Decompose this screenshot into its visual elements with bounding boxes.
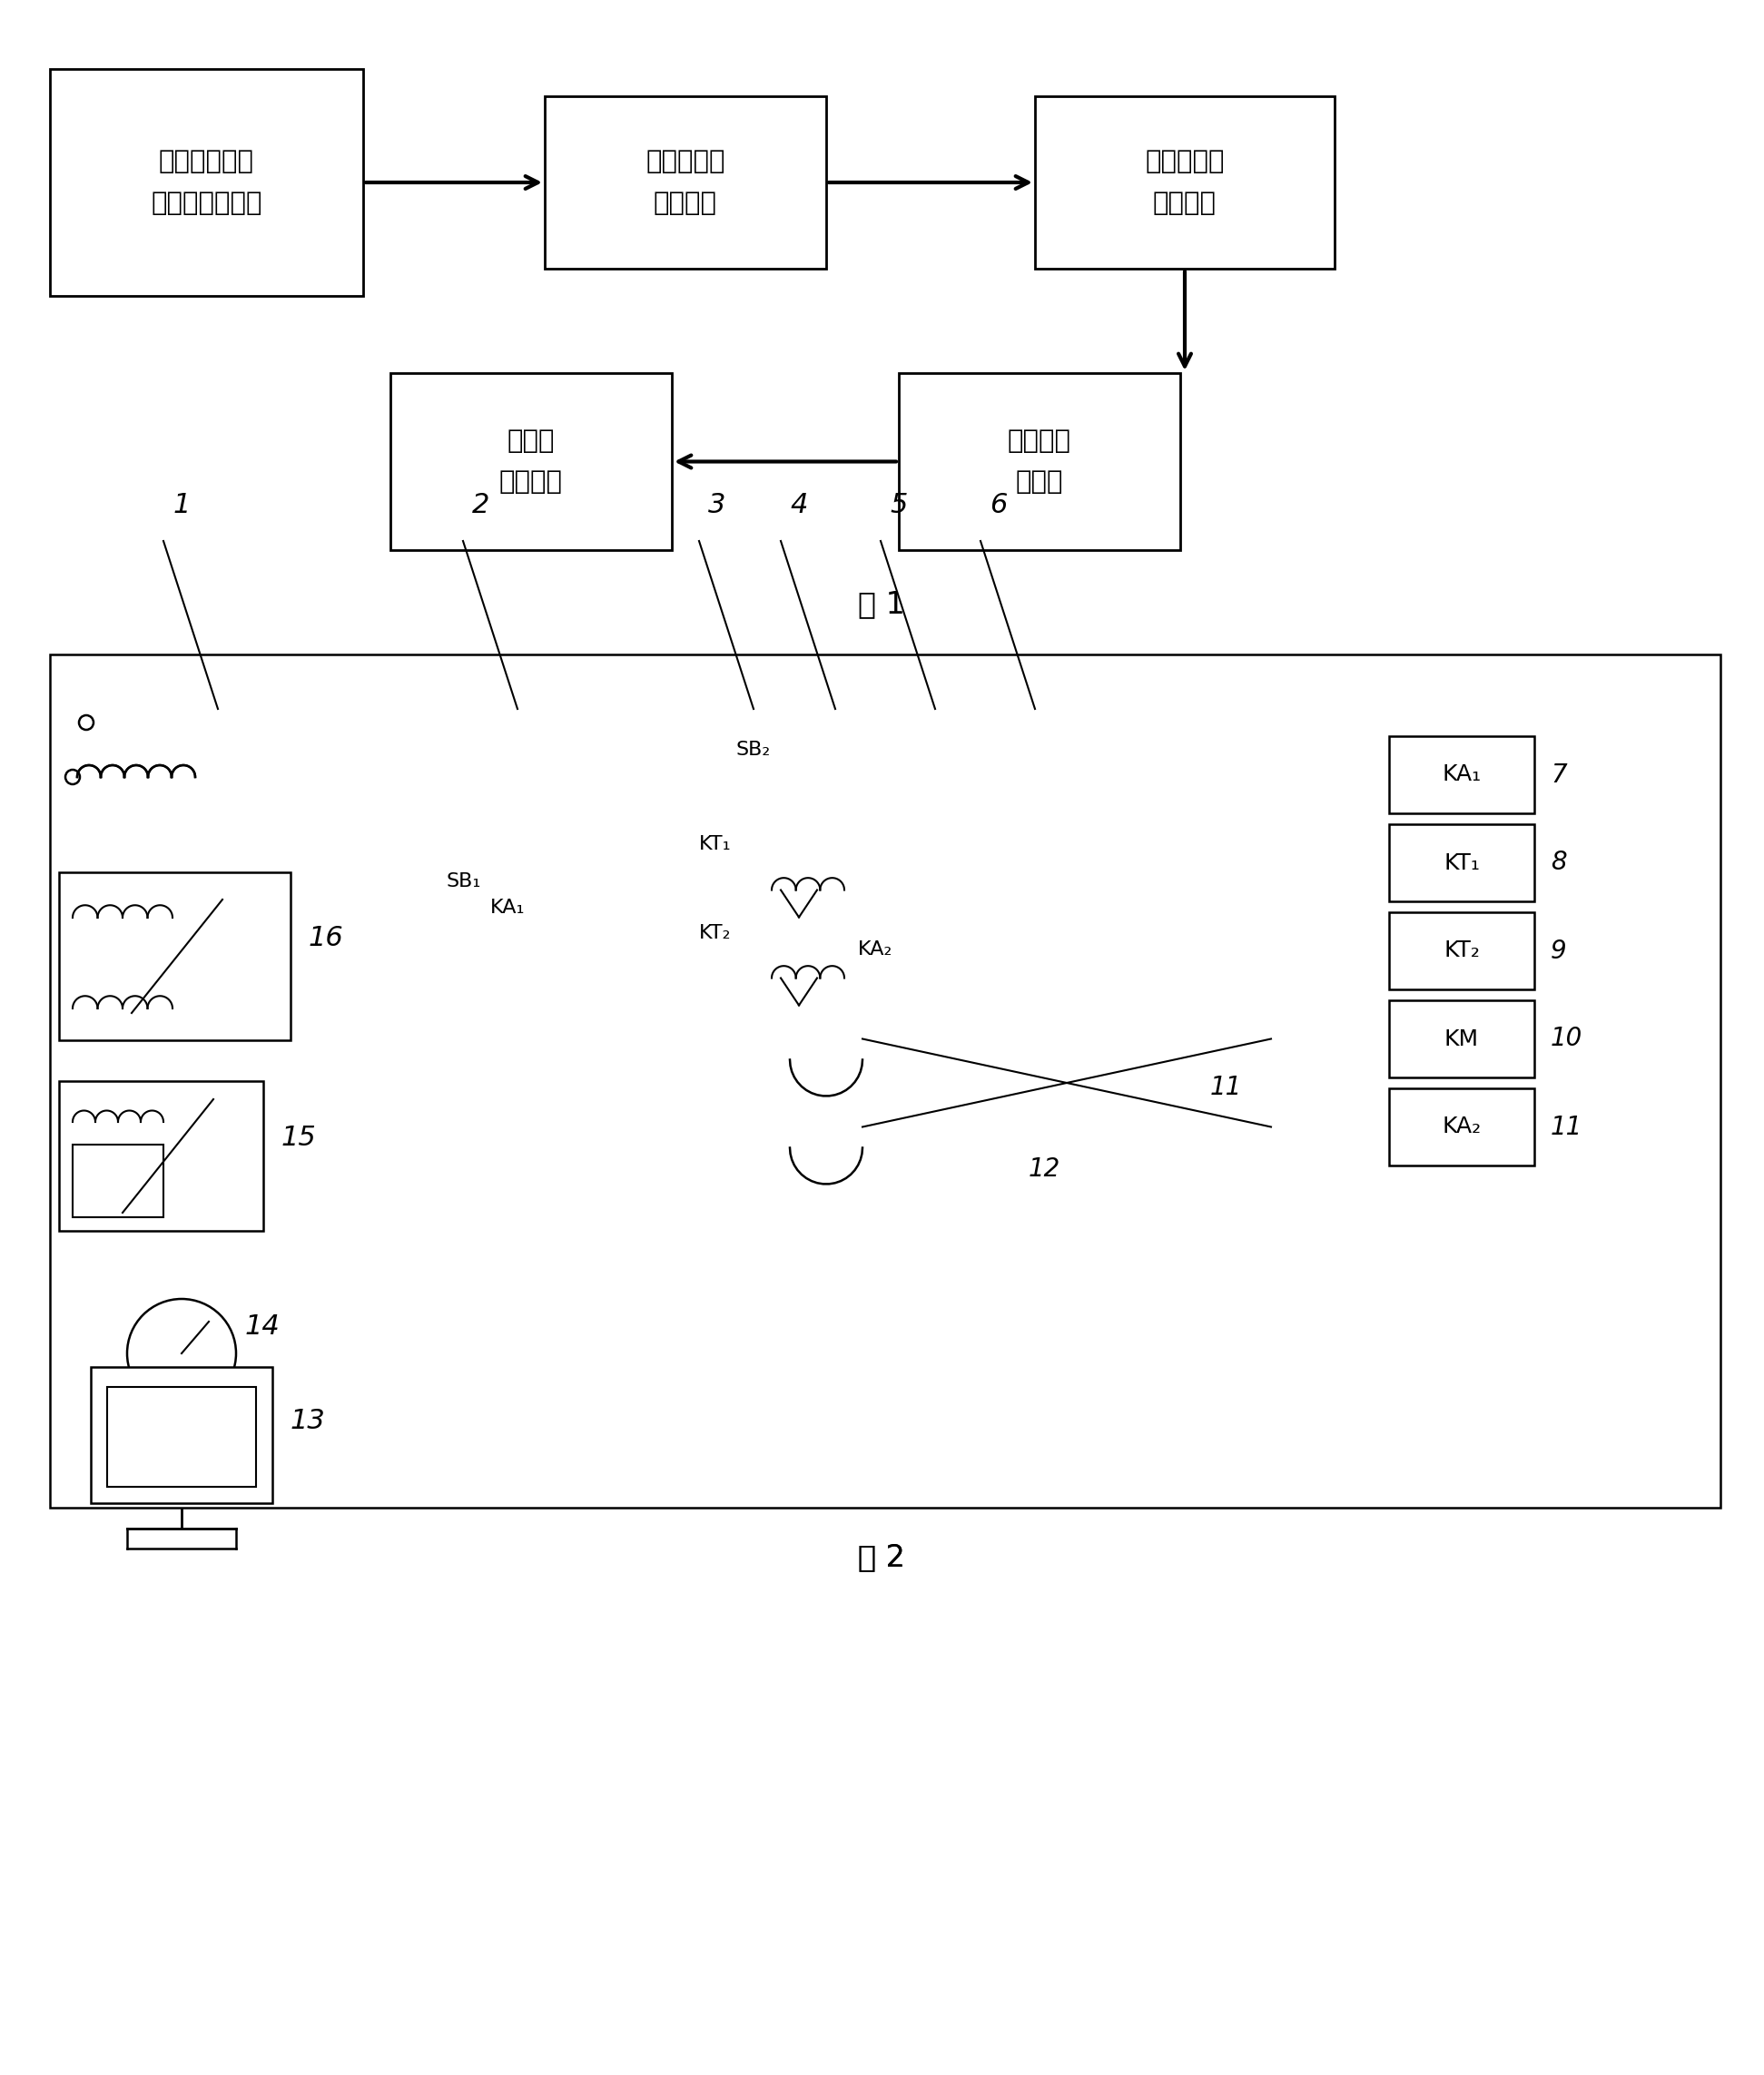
Text: KT₂: KT₂ [699,923,732,942]
Text: 10: 10 [1551,1027,1582,1052]
Text: 8: 8 [1551,851,1566,876]
Text: KM: KM [1445,1027,1478,1050]
Text: KA₂: KA₂ [857,940,893,959]
Text: 图 1: 图 1 [857,589,905,620]
Bar [108,1386,256,1488]
Text: 13: 13 [291,1409,326,1434]
Bar [545,95,826,268]
Text: KA₁: KA₁ [1443,764,1482,786]
Bar [49,654,1720,1509]
Text: 图 2: 图 2 [857,1542,905,1573]
Bar [900,373,1180,550]
Text: 感应调压器
一级调压: 感应调压器 一级调压 [646,149,725,216]
Text: 9: 9 [1551,938,1566,963]
Text: 1: 1 [173,492,191,519]
Text: SB₁: SB₁ [446,872,482,890]
Text: 计算机
采集数据: 计算机 采集数据 [499,427,563,496]
Bar [58,872,291,1040]
Bar [1035,95,1335,268]
Bar [72,1145,164,1218]
Text: 2: 2 [473,492,490,519]
Bar [49,68,363,297]
Bar [58,1081,263,1230]
Text: KT₁: KT₁ [1443,853,1480,874]
Text: 15: 15 [282,1125,316,1152]
Bar [1388,824,1535,901]
Text: 4: 4 [790,492,808,519]
Text: 动态烧结热压
炉电路控制系统: 动态烧结热压 炉电路控制系统 [152,149,263,216]
Bar [1388,1087,1535,1166]
Text: KT₂: KT₂ [1443,940,1480,961]
Text: 干式变压器
二级变压: 干式变压器 二级变压 [1145,149,1224,216]
Text: KA₂: KA₂ [1443,1116,1482,1137]
Bar [1388,913,1535,990]
Text: 6: 6 [990,492,1007,519]
Bar [1388,737,1535,813]
Text: SB₂: SB₂ [736,741,771,759]
Text: 图 2: 图 2 [857,1542,905,1573]
Text: 动态烧结
热压炉: 动态烧结 热压炉 [1007,427,1071,496]
Text: 5: 5 [891,492,908,519]
Text: 11: 11 [1210,1075,1242,1100]
Text: 14: 14 [245,1313,280,1338]
Text: 3: 3 [709,492,727,519]
Text: 16: 16 [309,925,344,950]
Bar [390,373,672,550]
Text: KT₁: KT₁ [699,836,732,853]
Text: 7: 7 [1551,762,1566,786]
Text: 11: 11 [1551,1114,1582,1139]
Text: KA₁: KA₁ [490,898,526,917]
Bar [90,1367,272,1502]
Bar [1388,1000,1535,1077]
Text: 12: 12 [1028,1156,1060,1181]
